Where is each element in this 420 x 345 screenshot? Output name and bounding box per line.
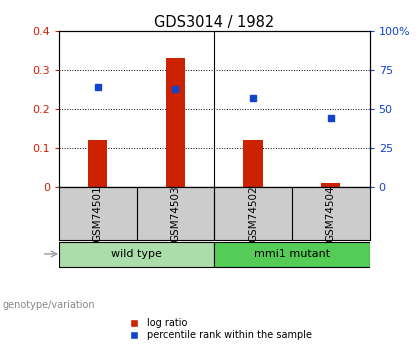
Text: GSM74503: GSM74503 <box>171 185 180 242</box>
Title: GDS3014 / 1982: GDS3014 / 1982 <box>154 15 274 30</box>
FancyBboxPatch shape <box>214 242 370 267</box>
Text: GSM74504: GSM74504 <box>326 185 336 242</box>
FancyBboxPatch shape <box>59 242 214 267</box>
Legend: log ratio, percentile rank within the sample: log ratio, percentile rank within the sa… <box>125 318 312 340</box>
Bar <box>88 140 108 187</box>
Text: GSM74502: GSM74502 <box>248 185 258 242</box>
Text: mmi1 mutant: mmi1 mutant <box>254 249 330 259</box>
Bar <box>321 183 341 187</box>
Text: genotype/variation: genotype/variation <box>2 300 95 310</box>
Text: GSM74501: GSM74501 <box>93 185 102 242</box>
Bar <box>165 58 185 187</box>
Bar <box>243 140 263 187</box>
Text: wild type: wild type <box>111 249 162 259</box>
